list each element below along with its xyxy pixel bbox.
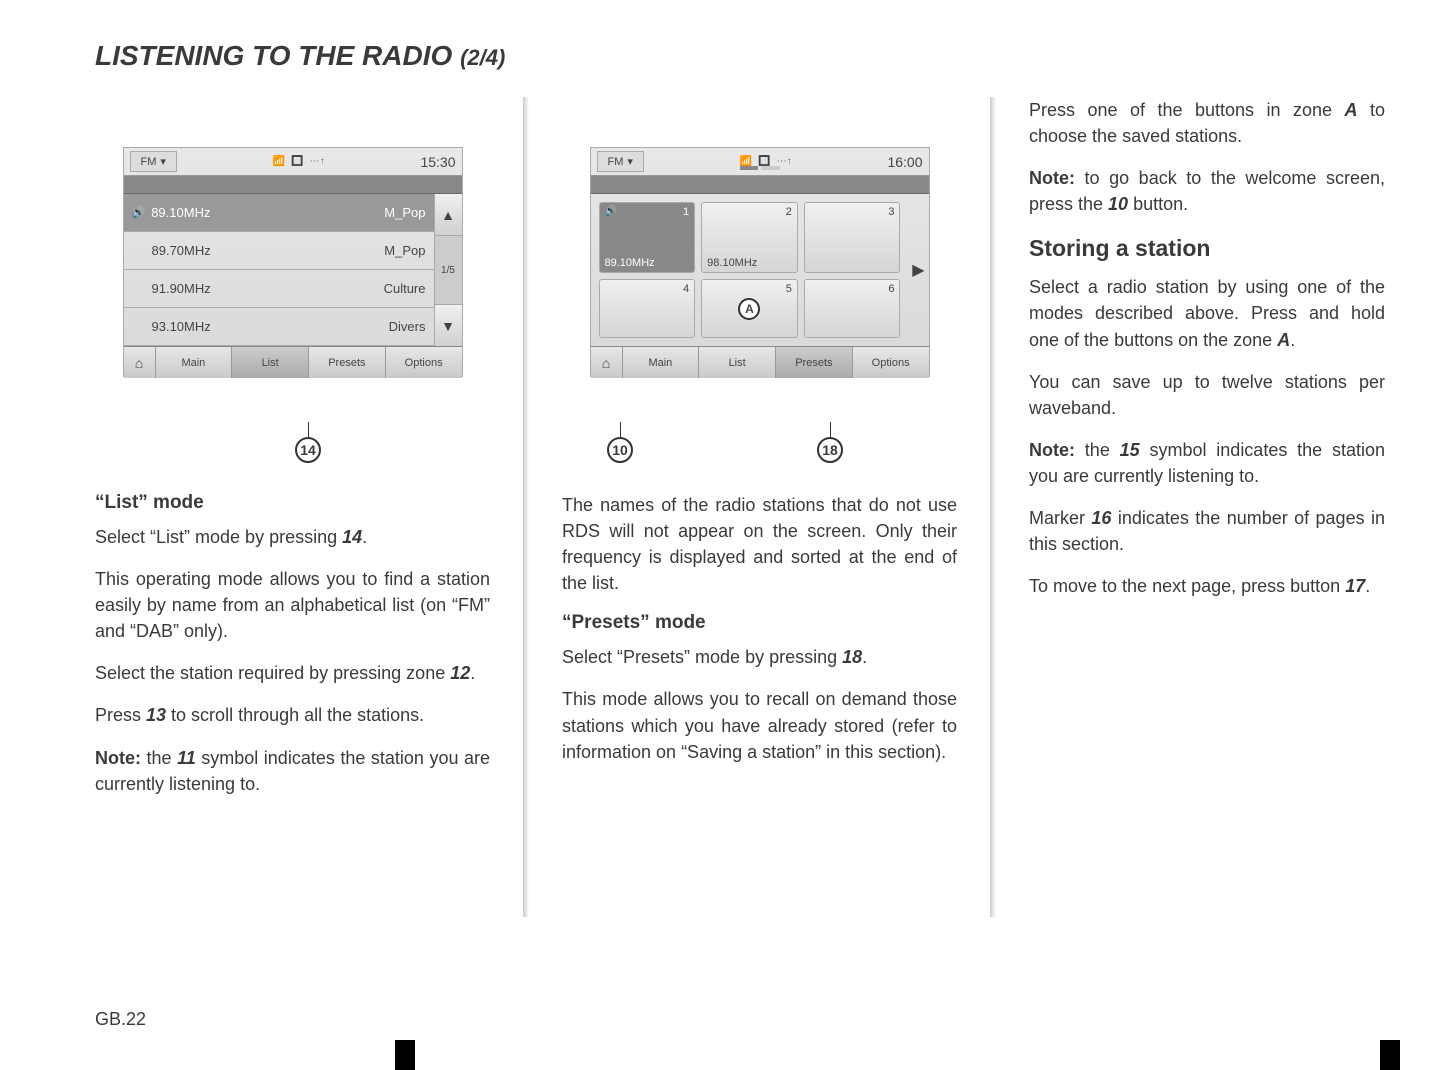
tab-main[interactable]: Main: [623, 347, 700, 378]
body-text: To move to the next page, press button 1…: [1029, 573, 1385, 599]
band-selector[interactable]: FM▾: [130, 151, 177, 172]
preset-cell[interactable]: 298.10MHz: [701, 202, 798, 273]
tab-list[interactable]: List: [232, 347, 309, 378]
home-button[interactable]: ⌂: [124, 347, 156, 378]
body-text: Select a radio station by using one of t…: [1029, 274, 1385, 352]
body-text: You can save up to twelve stations per w…: [1029, 369, 1385, 421]
station-row[interactable]: 🔊89.10MHzM_Pop: [124, 194, 434, 232]
list-mode-heading: “List” mode: [95, 492, 490, 514]
band-selector[interactable]: FM▾: [597, 151, 644, 172]
preset-cell[interactable]: 5A: [701, 279, 798, 338]
tab-main[interactable]: Main: [156, 347, 233, 378]
crop-mark: [1380, 1040, 1400, 1070]
body-text: The names of the radio stations that do …: [562, 492, 957, 596]
body-text: Note: the 15 symbol indicates the statio…: [1029, 437, 1385, 489]
tab-options[interactable]: Options: [386, 347, 462, 378]
body-text: Note: the 11 symbol indicates the statio…: [95, 745, 490, 797]
body-text: Marker 16 indicates the number of pages …: [1029, 505, 1385, 557]
speaker-icon: 🔊: [132, 206, 146, 219]
preset-cell[interactable]: 6: [804, 279, 901, 338]
clock: 15:30: [420, 154, 455, 170]
list-mode-screen: FM▾ 📶🔲⋯↑ 15:30 🔊89.10MHzM_Pop 89.70MHzM_…: [123, 147, 463, 377]
body-text: Select “Presets” mode by pressing 18.: [562, 644, 957, 670]
page-indicator: 1/5: [435, 236, 462, 304]
tab-presets[interactable]: Presets: [309, 347, 386, 378]
callout-18: 18: [817, 437, 843, 463]
crop-mark: [395, 1040, 415, 1070]
presets-mode-heading: “Presets” mode: [562, 612, 957, 634]
storing-station-heading: Storing a station: [1029, 235, 1385, 262]
station-row[interactable]: 91.90MHzCulture: [124, 270, 434, 308]
presets-mode-screen: FM▾ 📶🔲⋯↑ 16:00 🔊189.10MHz 298.10MHz 3 4 …: [590, 147, 930, 377]
station-row[interactable]: 89.70MHzM_Pop: [124, 232, 434, 270]
speaker-icon: 🔊: [605, 206, 617, 218]
body-text: Press one of the buttons in zone A to ch…: [1029, 97, 1385, 149]
preset-cell[interactable]: 🔊189.10MHz: [599, 202, 696, 273]
callout-14: 14: [295, 437, 321, 463]
page-number: GB.22: [95, 1009, 146, 1030]
tab-options[interactable]: Options: [853, 347, 929, 378]
home-button[interactable]: ⌂: [591, 347, 623, 378]
station-row[interactable]: 93.10MHzDivers: [124, 308, 434, 346]
tab-presets[interactable]: Presets: [776, 347, 853, 378]
body-text: This operating mode allows you to find a…: [95, 566, 490, 644]
clock: 16:00: [887, 154, 922, 170]
body-text: Note: to go back to the welcome screen, …: [1029, 165, 1385, 217]
preset-cell[interactable]: 4: [599, 279, 696, 338]
scroll-down-button[interactable]: ▼: [435, 304, 462, 346]
body-text: Press 13 to scroll through all the stati…: [95, 702, 490, 728]
page-title: LISTENING TO THE RADIO (2/4): [95, 40, 1385, 72]
next-page-button[interactable]: ▶: [912, 260, 924, 280]
scroll-up-button[interactable]: ▲: [435, 194, 462, 236]
tab-list[interactable]: List: [699, 347, 776, 378]
body-text: Select “List” mode by pressing 14.: [95, 524, 490, 550]
callout-10: 10: [607, 437, 633, 463]
preset-cell[interactable]: 3: [804, 202, 901, 273]
body-text: This mode allows you to recall on demand…: [562, 686, 957, 764]
zone-a-marker: A: [738, 298, 760, 320]
body-text: Select the station required by pressing …: [95, 660, 490, 686]
